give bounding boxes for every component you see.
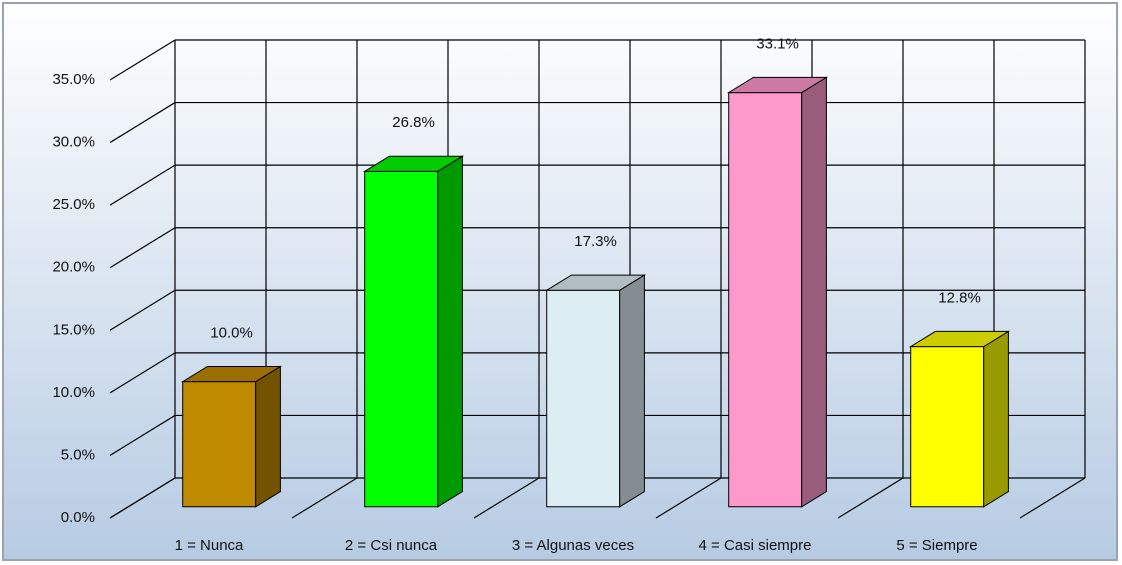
y-tick-label: 10.0% [52,384,95,401]
x-tick-label: 5 = Siempre [896,537,977,554]
bar [908,330,1011,508]
bar-top [544,274,647,291]
bar [544,274,647,508]
bar-front [910,346,985,508]
floor-line [655,477,722,519]
bar-top [180,365,283,383]
x-tick-label: 3 = Algunas veces [512,537,634,554]
bar-side [801,76,827,508]
bar-front [546,289,621,508]
data-label: 33.1% [756,35,799,52]
grid-line [109,352,176,394]
floor-line [291,477,358,519]
x-tick-label: 4 = Casi siempre [699,537,812,554]
grid-line [109,102,176,144]
bar-side [437,155,463,508]
bar [180,365,283,508]
floor-line [1019,477,1086,519]
y-tick-label: 20.0% [52,259,95,276]
bar [726,76,829,508]
bar-top [726,76,829,94]
bar [362,155,465,508]
floor-line [473,477,540,519]
bar-front [728,92,803,508]
y-tick-label: 35.0% [52,71,95,88]
y-tick-label: 5.0% [61,446,95,463]
y-tick-label: 0.0% [61,509,95,526]
bar-top [908,330,1011,348]
grid-line [109,477,176,519]
y-tick-label: 25.0% [52,196,95,213]
floor-line [837,477,904,519]
grid-line [109,289,176,331]
bar-side [983,330,1009,508]
bar-top [362,155,465,172]
bar-front [364,170,439,508]
x-tick-label: 2 = Csi nunca [345,537,438,554]
data-label: 12.8% [938,289,981,306]
grid-line [109,39,176,81]
grid-line [109,164,176,206]
data-label: 10.0% [210,324,253,341]
data-label: 26.8% [392,114,435,131]
y-tick-label: 15.0% [52,321,95,338]
y-tick-label: 30.0% [52,134,95,151]
grid-line [109,414,176,456]
data-label: 17.3% [574,233,617,250]
bar-front [182,381,257,508]
bar-side [619,274,645,508]
grid-line [109,227,176,269]
x-tick-label: 1 = Nunca [175,537,244,554]
bar-side [255,365,281,508]
